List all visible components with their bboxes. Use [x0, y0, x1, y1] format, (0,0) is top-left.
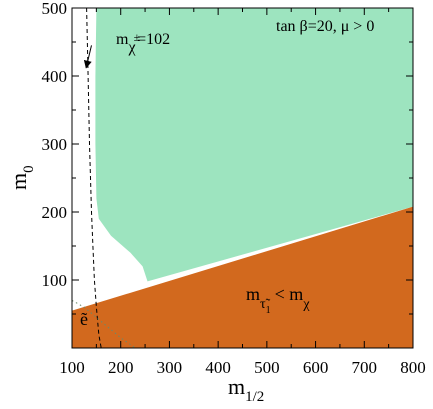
tanbeta-annotation: tan β=20, μ > 0	[276, 18, 374, 35]
x-tick-label: 700	[352, 358, 378, 377]
chargino-contour	[86, 8, 102, 348]
y-axis-title-main: m	[6, 173, 31, 190]
regions-layer	[72, 8, 413, 348]
x-tick-label: 800	[400, 358, 426, 377]
chargino-arrow	[83, 45, 92, 69]
y-tick-label: 200	[42, 203, 68, 222]
chargino-mass-value: =102	[137, 31, 170, 48]
x-axis-title-main: m	[228, 374, 245, 399]
x-tick-label: 300	[157, 358, 183, 377]
curves-layer	[72, 8, 136, 348]
y-axis: 100 200 300 400 500	[42, 0, 413, 315]
y-tick-label: 400	[42, 67, 68, 86]
stau-subsub: 1	[266, 305, 271, 316]
stau-rest: < m	[275, 284, 304, 304]
chargino-mass-sub: χ	[127, 39, 136, 56]
x-tick-label: 500	[254, 358, 280, 377]
x-tick-label: 400	[205, 358, 231, 377]
green-region	[95, 8, 413, 282]
x-tick-label: 600	[303, 358, 329, 377]
stau-region-label: mτ̃1 < mχ	[246, 284, 310, 316]
chargino-mass-main: m	[116, 31, 129, 48]
orange-region	[72, 206, 413, 348]
y-tick-label: 100	[42, 271, 68, 290]
y-axis-title: m0	[6, 165, 37, 190]
stau-sub: τ̃	[260, 297, 271, 312]
chargino-mass-sup: ±	[134, 30, 141, 44]
x-tick-label: 100	[59, 358, 85, 377]
x-axis-title-sub: 1/2	[245, 389, 264, 405]
y-axis-title-sub: 0	[21, 165, 37, 173]
selectron-label: ẽ	[80, 309, 88, 329]
stau-rest-sub: χ	[302, 297, 310, 312]
y-tick-label: 300	[42, 135, 68, 154]
x-tick-label: 200	[108, 358, 134, 377]
stau-main: m	[246, 284, 260, 304]
x-axis: 100 200 300 400 500 600 700 800	[59, 8, 426, 377]
x-axis-title: m1/2	[228, 374, 264, 405]
chargino-mass-label: mχ±=102	[116, 30, 170, 56]
y-tick-label: 500	[42, 0, 68, 18]
